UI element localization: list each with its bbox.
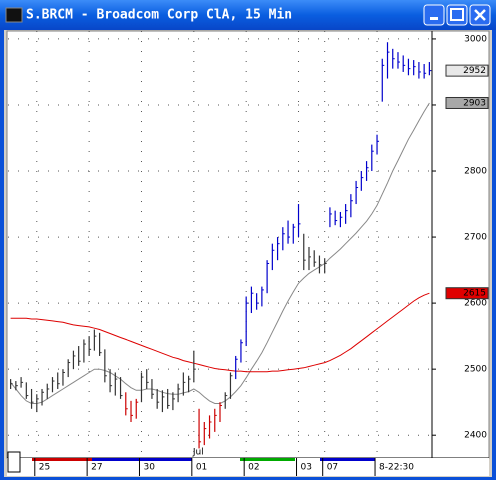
- x-tick-label: 27: [91, 463, 102, 473]
- price-label: 2903: [463, 98, 486, 108]
- time-axis-area: [7, 458, 489, 476]
- x-tick-label: 02: [248, 463, 259, 473]
- maximize-icon: [450, 8, 464, 21]
- y-tick-label: 2500: [464, 365, 487, 375]
- scroll-box[interactable]: [7, 451, 21, 473]
- plot-area: [6, 30, 490, 459]
- x-tick-label: 8-22:30: [379, 463, 414, 473]
- moving-average: [10, 292, 430, 373]
- y-tick-label: 2700: [464, 233, 487, 243]
- x-tick-label: 30: [143, 463, 155, 473]
- app-icon: [5, 7, 23, 23]
- plot: 2400250026002700280029003000252730010203…: [8, 31, 487, 476]
- minimize-icon: [430, 17, 438, 20]
- x-tick-label: 01: [196, 463, 207, 473]
- price-label: 2615: [463, 289, 486, 299]
- x-tick-label: 25: [39, 463, 50, 473]
- session-strip: [320, 458, 375, 461]
- price-label-box: [445, 287, 489, 300]
- y-tick-label: 3000: [464, 34, 487, 44]
- window-title: S.BRCM - Broadcom Corp ClA, 15 Min: [26, 8, 292, 23]
- price-label-box: [445, 64, 489, 77]
- price-label-box: [445, 96, 489, 109]
- y-tick-label: 2800: [464, 167, 487, 177]
- session-strip: [32, 458, 92, 461]
- session-strip: [92, 458, 192, 461]
- y-tick-label: 2600: [464, 299, 487, 309]
- title-bar: [0, 0, 496, 30]
- annotation: Jul: [192, 448, 204, 458]
- session-strip: [240, 458, 295, 461]
- y-tick-label: 2400: [464, 431, 487, 441]
- x-tick-label: 07: [327, 463, 338, 473]
- minimize-button[interactable]: [423, 4, 445, 26]
- price-label: 2952: [463, 66, 486, 76]
- x-tick-label: 03: [301, 463, 312, 473]
- close-icon: [474, 9, 486, 21]
